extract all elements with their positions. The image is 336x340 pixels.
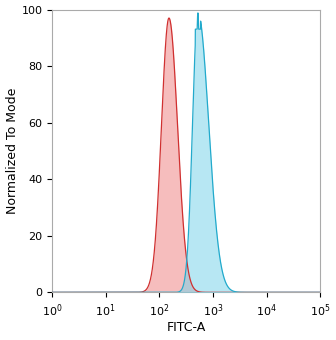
Y-axis label: Normalized To Mode: Normalized To Mode — [6, 88, 18, 214]
X-axis label: FITC-A: FITC-A — [167, 321, 206, 335]
